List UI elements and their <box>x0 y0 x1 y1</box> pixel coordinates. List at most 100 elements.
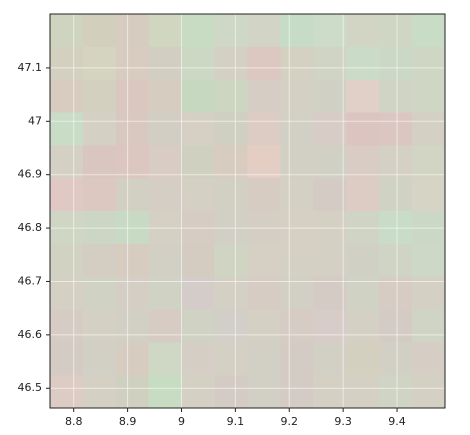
pixel <box>50 14 84 48</box>
pixel <box>346 309 380 343</box>
pixel <box>148 46 183 81</box>
x-tick-label: 9.4 <box>388 415 406 428</box>
pixel <box>181 79 216 113</box>
pixel <box>214 375 248 409</box>
pixel <box>148 375 183 409</box>
pixel <box>181 112 216 146</box>
pixel <box>313 309 347 343</box>
pixel <box>247 14 281 48</box>
pixel <box>82 79 117 113</box>
x-tick-label: 9 <box>178 415 185 428</box>
pixel <box>214 46 248 81</box>
pixel <box>313 112 347 146</box>
pixel <box>280 79 314 113</box>
pixel <box>82 14 117 48</box>
pixel <box>346 112 380 146</box>
pixel <box>412 145 446 179</box>
pixel <box>115 112 150 146</box>
pixel <box>412 79 446 113</box>
pixel <box>412 14 446 48</box>
pixel <box>379 46 413 81</box>
pixel <box>346 145 380 179</box>
pixel <box>379 14 413 48</box>
pixel <box>280 342 314 376</box>
pixel <box>214 14 248 48</box>
pixel <box>313 243 347 278</box>
pixel <box>280 14 314 48</box>
pixel <box>412 309 446 343</box>
pixel <box>313 342 347 376</box>
pixel <box>313 46 347 81</box>
pixel <box>82 276 117 310</box>
pixel <box>115 46 150 81</box>
pixel <box>148 309 183 343</box>
pixel <box>115 145 150 179</box>
pixel <box>412 178 446 212</box>
pixel <box>115 243 150 278</box>
pixel <box>181 14 216 48</box>
x-tick-label: 9.1 <box>227 415 245 428</box>
pixel <box>82 342 117 376</box>
pixel <box>148 243 183 278</box>
pixel <box>82 145 117 179</box>
pixel <box>214 243 248 278</box>
pixel <box>115 276 150 310</box>
pixel <box>313 14 347 48</box>
pixel <box>82 112 117 146</box>
pixel <box>346 178 380 212</box>
pixel <box>247 145 281 179</box>
y-tick-label: 46.7 <box>18 274 43 287</box>
pixel <box>412 46 446 81</box>
pixel <box>379 309 413 343</box>
pixel <box>148 276 183 310</box>
pixel <box>115 309 150 343</box>
pixel <box>82 309 117 343</box>
x-tick-label: 9.3 <box>334 415 352 428</box>
pixel <box>181 145 216 179</box>
y-tick-label: 47.1 <box>18 61 43 74</box>
pixel <box>50 178 84 212</box>
pixel <box>247 112 281 146</box>
pixel <box>379 79 413 113</box>
x-tick-label: 9.2 <box>281 415 299 428</box>
pixel <box>214 79 248 113</box>
y-tick-label: 46.9 <box>18 168 43 181</box>
plot-frame <box>49 13 446 409</box>
pixel <box>50 79 84 113</box>
pixel <box>247 46 281 81</box>
pixel <box>115 14 150 48</box>
pixel <box>181 342 216 376</box>
pixel <box>214 178 248 212</box>
y-tick-label: 47 <box>28 114 42 127</box>
pixel <box>181 276 216 310</box>
pixel <box>148 145 183 179</box>
y-tick-label: 46.5 <box>18 381 43 394</box>
pixel <box>50 375 84 409</box>
pixel <box>313 375 347 409</box>
pixel <box>280 145 314 179</box>
pixel <box>346 342 380 376</box>
pixel <box>50 145 84 179</box>
pixel <box>82 243 117 278</box>
pixel <box>379 243 413 278</box>
pixel <box>412 342 446 376</box>
pixel <box>313 276 347 310</box>
pixel <box>148 14 183 48</box>
pixel <box>412 112 446 146</box>
pixel <box>50 243 84 278</box>
pixel <box>247 309 281 343</box>
pixel <box>214 309 248 343</box>
pixel <box>148 79 183 113</box>
pixel <box>181 375 216 409</box>
pixel <box>247 342 281 376</box>
pixel <box>313 178 347 212</box>
pixel <box>379 112 413 146</box>
pixel <box>148 112 183 146</box>
pixel <box>181 178 216 212</box>
pixel <box>148 342 183 376</box>
pixel <box>346 79 380 113</box>
pixel <box>214 145 248 179</box>
pixel <box>346 14 380 48</box>
pixel <box>247 79 281 113</box>
